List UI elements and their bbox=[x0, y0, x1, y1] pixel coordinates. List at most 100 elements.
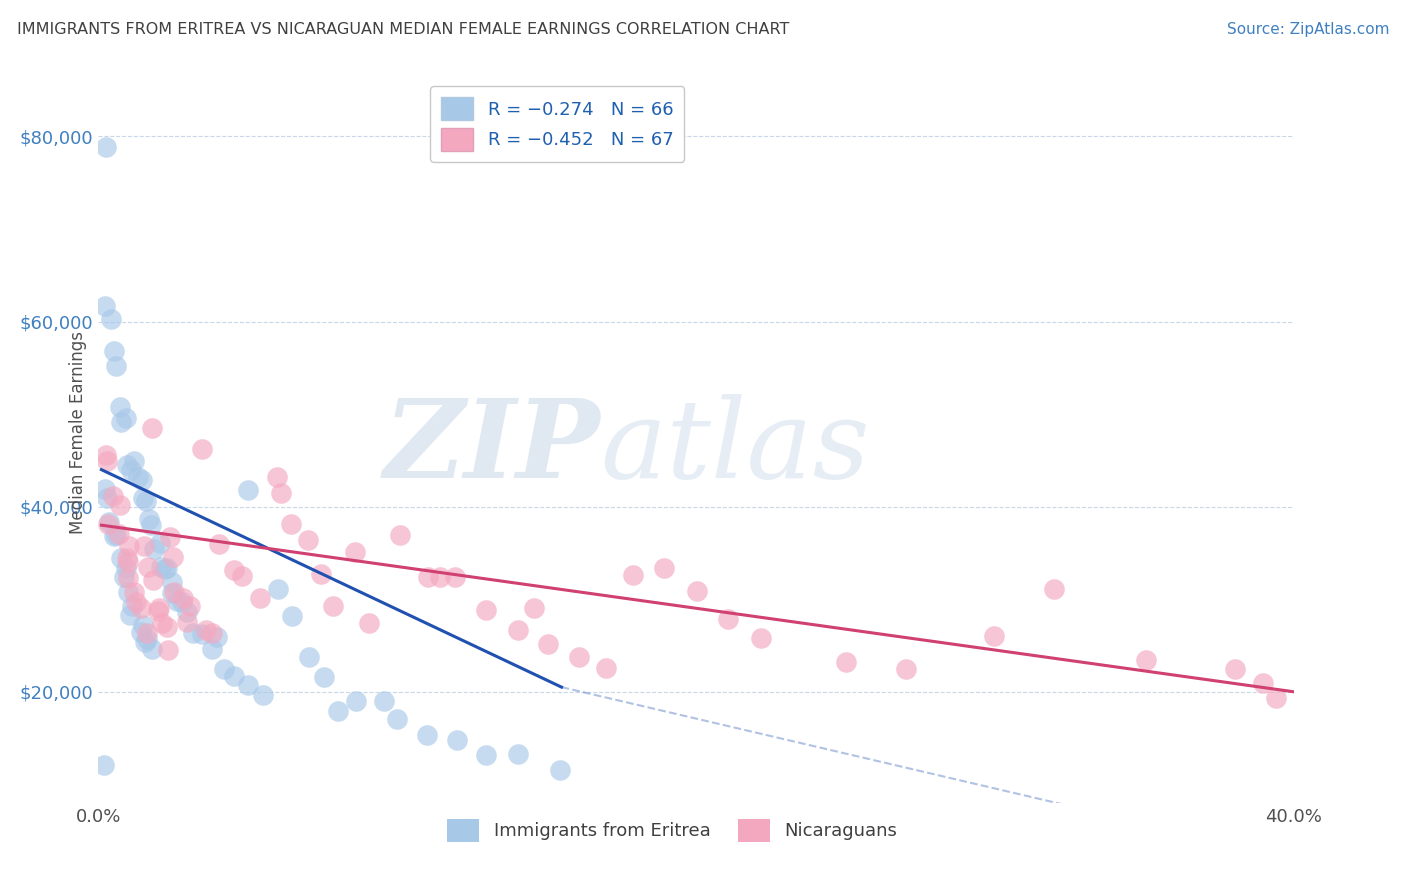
Point bbox=[231, 569, 253, 583]
Point bbox=[122, 585, 145, 599]
Point bbox=[148, 600, 170, 615]
Point bbox=[373, 694, 395, 708]
Point bbox=[125, 595, 148, 609]
Point bbox=[1265, 691, 1288, 706]
Point bbox=[108, 499, 131, 513]
Point bbox=[135, 494, 157, 508]
Point bbox=[749, 632, 772, 646]
Text: ZIP: ZIP bbox=[384, 393, 600, 501]
Point bbox=[156, 620, 179, 634]
Point bbox=[100, 312, 122, 326]
Point bbox=[249, 591, 271, 605]
Point bbox=[297, 533, 319, 548]
Point bbox=[388, 528, 411, 542]
Point bbox=[266, 470, 288, 484]
Point bbox=[207, 630, 229, 644]
Point bbox=[176, 606, 198, 620]
Point bbox=[309, 566, 332, 581]
Point bbox=[172, 591, 194, 606]
Point bbox=[114, 411, 136, 425]
Point bbox=[550, 763, 572, 777]
Point bbox=[595, 661, 617, 675]
Point bbox=[312, 671, 335, 685]
Point bbox=[96, 140, 118, 154]
Point bbox=[983, 629, 1005, 643]
Point bbox=[118, 607, 141, 622]
Point bbox=[429, 570, 451, 584]
Point bbox=[179, 599, 201, 614]
Point bbox=[117, 555, 139, 569]
Point bbox=[176, 615, 198, 629]
Point bbox=[385, 712, 408, 726]
Point bbox=[112, 570, 135, 584]
Point bbox=[201, 642, 224, 657]
Point bbox=[143, 541, 166, 556]
Point bbox=[93, 758, 115, 772]
Point bbox=[101, 489, 124, 503]
Point bbox=[1223, 662, 1246, 676]
Point bbox=[537, 637, 560, 651]
Point bbox=[343, 544, 366, 558]
Point bbox=[280, 517, 302, 532]
Point bbox=[1251, 675, 1274, 690]
Point bbox=[568, 649, 591, 664]
Point bbox=[621, 567, 644, 582]
Point bbox=[136, 560, 159, 574]
Point bbox=[129, 625, 152, 640]
Point bbox=[96, 491, 118, 506]
Point bbox=[894, 662, 917, 676]
Point bbox=[94, 448, 117, 462]
Point bbox=[475, 748, 498, 763]
Point bbox=[117, 584, 139, 599]
Text: IMMIGRANTS FROM ERITREA VS NICARAGUAN MEDIAN FEMALE EARNINGS CORRELATION CHART: IMMIGRANTS FROM ERITREA VS NICARAGUAN ME… bbox=[17, 22, 789, 37]
Point bbox=[162, 550, 184, 565]
Point bbox=[132, 618, 155, 632]
Point bbox=[94, 299, 117, 313]
Point bbox=[508, 747, 530, 761]
Point bbox=[136, 632, 159, 646]
Point bbox=[326, 704, 349, 718]
Point bbox=[141, 641, 163, 656]
Point bbox=[120, 463, 142, 477]
Point bbox=[121, 599, 143, 613]
Point bbox=[160, 586, 183, 600]
Point bbox=[214, 663, 236, 677]
Point bbox=[191, 627, 214, 641]
Point bbox=[446, 732, 468, 747]
Point bbox=[418, 570, 440, 584]
Point bbox=[103, 343, 125, 358]
Point bbox=[208, 537, 231, 551]
Point bbox=[201, 626, 224, 640]
Point bbox=[166, 594, 188, 608]
Point bbox=[142, 573, 165, 587]
Point bbox=[136, 626, 159, 640]
Point bbox=[160, 574, 183, 589]
Point bbox=[96, 454, 118, 468]
Point bbox=[159, 530, 181, 544]
Point bbox=[108, 400, 131, 414]
Point bbox=[150, 616, 173, 631]
Legend: Immigrants from Eritrea, Nicaraguans: Immigrants from Eritrea, Nicaraguans bbox=[440, 812, 904, 849]
Point bbox=[138, 512, 160, 526]
Point bbox=[94, 483, 117, 497]
Point bbox=[194, 623, 217, 637]
Point bbox=[475, 603, 498, 617]
Point bbox=[267, 582, 290, 596]
Point bbox=[110, 415, 132, 429]
Point bbox=[252, 688, 274, 702]
Point bbox=[97, 517, 120, 532]
Point bbox=[1135, 653, 1157, 667]
Point bbox=[153, 562, 176, 576]
Point bbox=[150, 560, 173, 574]
Point bbox=[115, 458, 138, 472]
Point bbox=[1042, 582, 1064, 596]
Point bbox=[654, 561, 676, 575]
Point bbox=[115, 551, 138, 566]
Point bbox=[523, 600, 546, 615]
Point bbox=[281, 608, 304, 623]
Point bbox=[222, 668, 245, 682]
Point bbox=[157, 642, 180, 657]
Point bbox=[156, 561, 179, 575]
Point bbox=[132, 540, 155, 554]
Point bbox=[105, 359, 128, 373]
